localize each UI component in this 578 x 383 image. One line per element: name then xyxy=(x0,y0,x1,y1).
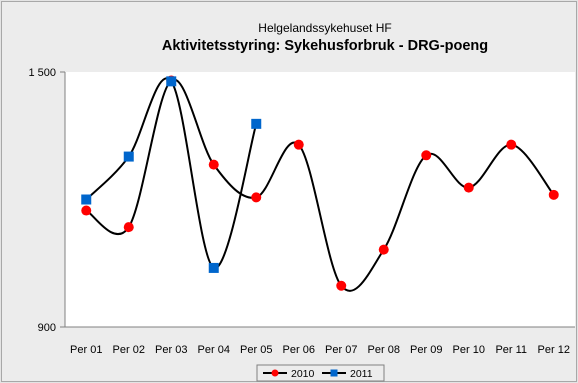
series-layer xyxy=(81,75,559,292)
data-point-2010-11 xyxy=(506,139,517,150)
data-point-2010-8 xyxy=(378,244,389,255)
data-point-2010-1 xyxy=(81,205,92,216)
chart-title: Aktivitetsstyring: Sykehusforbruk - DRG-… xyxy=(162,38,488,54)
x-tick-label: Per 04 xyxy=(198,344,230,356)
x-tick-label: Per 08 xyxy=(368,344,400,356)
legend-marker-2010 xyxy=(271,369,279,377)
data-point-2011-3 xyxy=(166,76,177,87)
legend-label-2011: 2011 xyxy=(350,368,373,380)
data-point-2011-5 xyxy=(251,118,262,129)
x-tick-label: Per 02 xyxy=(113,344,145,356)
data-point-2010-2 xyxy=(123,222,134,233)
x-tick-label: Per 01 xyxy=(70,344,102,356)
y-tick-label-top: 1 500 xyxy=(28,67,56,79)
legend-box xyxy=(256,364,385,382)
data-point-2011-4 xyxy=(208,262,219,273)
x-tick-label: Per 07 xyxy=(325,344,357,356)
legend: 2010 2011 xyxy=(256,364,385,382)
x-tick-label: Per 06 xyxy=(283,344,315,356)
data-point-2011-2 xyxy=(123,151,134,162)
legend-marker-2011 xyxy=(330,369,338,377)
data-point-2010-10 xyxy=(463,182,474,193)
x-tick-label: Per 11 xyxy=(495,344,527,356)
x-tick-label: Per 05 xyxy=(240,344,272,356)
y-tick-label-bottom: 900 xyxy=(38,322,56,334)
data-point-2010-6 xyxy=(293,139,304,150)
data-point-2011-1 xyxy=(81,194,92,205)
plot-area xyxy=(65,72,575,327)
x-tick-labels: Per 01 Per 02 Per 03 Per 04 Per 05 Per 06 Per … xyxy=(70,344,570,356)
x-tick-label: Per 12 xyxy=(538,344,570,356)
x-tick-label: Per 03 xyxy=(155,344,187,356)
x-tick-label: Per 09 xyxy=(410,344,442,356)
data-point-2010-7 xyxy=(336,280,347,291)
data-point-2010-4 xyxy=(208,159,219,170)
data-point-2010-12 xyxy=(548,189,559,200)
data-point-2010-5 xyxy=(251,192,262,203)
chart-subtitle: Helgelandssykehuset HF xyxy=(258,21,391,35)
x-tick-label: Per 10 xyxy=(453,344,485,356)
data-point-2010-9 xyxy=(421,150,432,161)
legend-label-2010: 2010 xyxy=(291,368,315,380)
